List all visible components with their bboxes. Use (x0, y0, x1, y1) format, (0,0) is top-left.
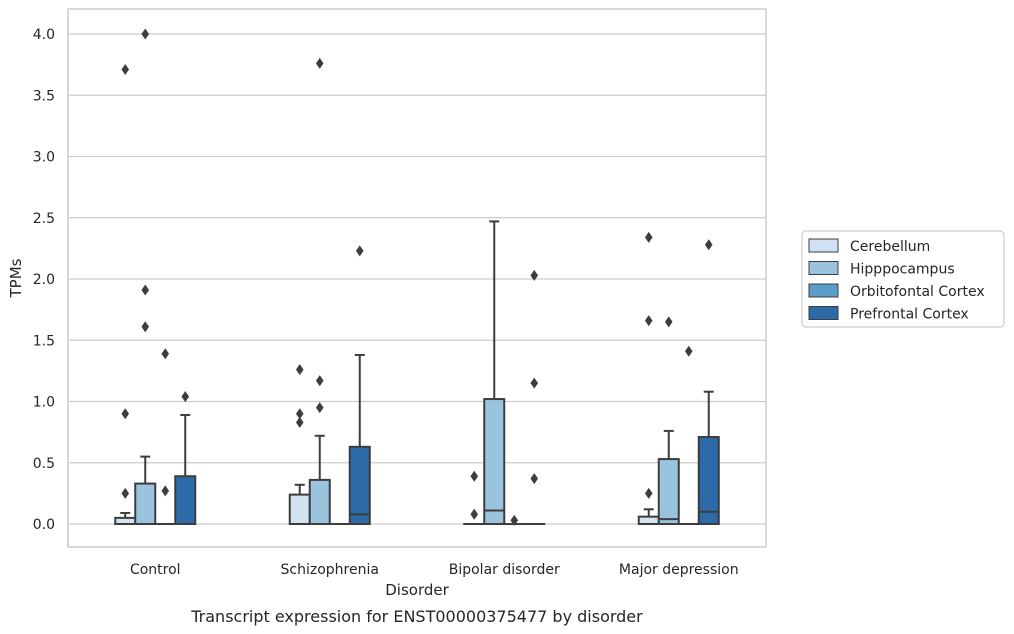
box-rect (288, 493, 311, 526)
box-control (154, 348, 177, 526)
grid-lines (68, 33, 766, 525)
box-rect (174, 475, 197, 526)
legend-label: Hipppocampus (850, 262, 955, 278)
outlier-point (470, 470, 479, 482)
outlier-point (644, 231, 653, 243)
outlier-point (470, 508, 479, 520)
figure-caption: Transcript expression for ENST0000037547… (190, 607, 643, 626)
box-rect (657, 458, 680, 526)
x-tick-label: Control (130, 562, 181, 578)
box-major-depression (677, 345, 700, 526)
y-tick-label: 1.0 (33, 395, 55, 411)
outlier-point (530, 269, 539, 281)
x-axis-label: Disorder (385, 581, 449, 599)
box-rect (348, 445, 371, 526)
box-rect (483, 398, 506, 525)
series-cerebellum (114, 64, 660, 526)
series-hipppocampus (134, 28, 680, 526)
outlier-point (315, 402, 324, 414)
box-major-depression (697, 239, 720, 525)
y-tick-label: 3.5 (33, 88, 55, 104)
outlier-point (530, 377, 539, 389)
axes: 0.0 0.5 1.0 1.5 2.0 2.5 3.0 3.5 4.0 Control Schizo… (33, 8, 767, 578)
outlier-point (530, 473, 539, 485)
box-bipolar-disorder (483, 220, 506, 525)
box-control (114, 64, 137, 525)
y-tick-label: 0.5 (33, 456, 55, 472)
y-axis-label: TPMs (7, 258, 25, 298)
outlier-point (141, 28, 150, 40)
outlier-point (295, 364, 304, 376)
legend-label: Orbitofontal Cortex (850, 284, 985, 300)
legend-swatch (808, 261, 839, 275)
y-tick-label: 4.0 (33, 27, 55, 43)
series-prefrontal-cortex (174, 239, 720, 526)
plot-frame (67, 8, 767, 548)
outlier-point (295, 416, 304, 428)
legend-swatch (808, 238, 839, 253)
legend: Cerebellum Hipppocampus Orbitofontal Corte… (801, 230, 1005, 328)
y-tick-label: 1.5 (33, 333, 55, 349)
box-bipolar-disorder (463, 470, 486, 526)
outlier-point (121, 64, 130, 76)
box-rect (308, 478, 331, 525)
outlier-point (141, 284, 150, 296)
y-tick-label: 3.0 (33, 150, 55, 166)
box-bipolar-disorder (503, 514, 526, 526)
x-tick-label: Major depression (619, 562, 739, 578)
outlier-point (684, 345, 693, 357)
box-major-depression (657, 316, 680, 526)
outlier-point (664, 316, 673, 328)
box-schizophrenia (288, 364, 311, 526)
outlier-point (315, 57, 324, 69)
outlier-point (510, 514, 519, 526)
outlier-point (141, 321, 150, 333)
box-schizophrenia (308, 57, 331, 525)
outlier-point (644, 315, 653, 327)
outlier-point (121, 408, 130, 420)
outlier-point (704, 239, 713, 251)
y-tick-label: 2.5 (33, 211, 55, 227)
outlier-point (295, 408, 304, 420)
x-tick-label: Schizophrenia (281, 562, 379, 578)
box-plot-layer (114, 28, 720, 526)
legend-label: Cerebellum (850, 239, 930, 255)
box-rect (637, 515, 660, 526)
box-rect (697, 436, 720, 525)
box-control (134, 28, 157, 526)
box-rect (134, 482, 157, 526)
box-schizophrenia (348, 245, 371, 526)
legend-swatch (808, 306, 839, 320)
legend-box (801, 230, 1005, 328)
legend-swatch (808, 283, 839, 298)
outlier-point (121, 487, 130, 499)
series-orbitofontal-cortex (154, 345, 700, 526)
x-tick-label: Bipolar disorder (449, 562, 560, 578)
outlier-point (644, 487, 653, 499)
legend-label: Prefrontal Cortex (850, 307, 969, 323)
y-tick-label: 0.0 (33, 517, 55, 533)
box-major-depression (637, 231, 660, 526)
outlier-point (315, 375, 324, 387)
box-bipolar-disorder (523, 269, 546, 526)
box-control (174, 391, 197, 526)
outlier-point (161, 485, 170, 497)
outlier-point (161, 348, 170, 360)
outlier-point (181, 391, 190, 403)
outlier-point (355, 245, 364, 257)
y-tick-label: 2.0 (33, 272, 55, 288)
